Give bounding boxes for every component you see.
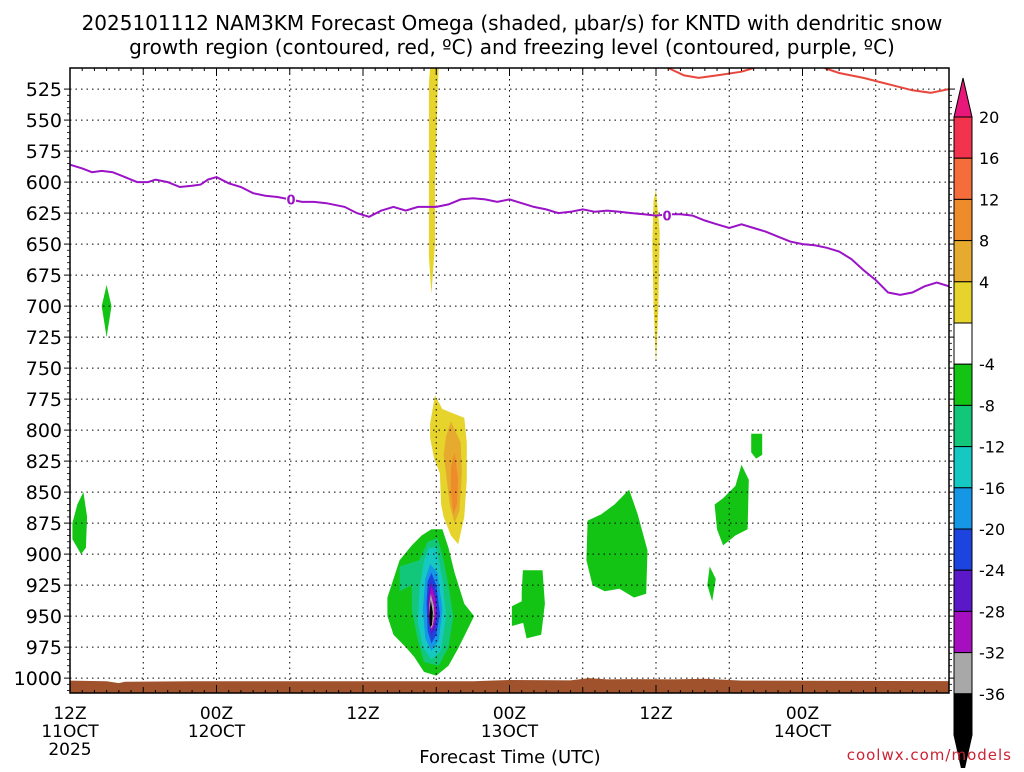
- colorbar-swatch-3: [953, 240, 973, 283]
- colorbar: 20 16 12 8 4 -4 -8 -12 -16 -20 -24 -28 -32 -36: [953, 77, 1005, 772]
- colorbar-swatch-5: [953, 322, 973, 365]
- x-tick-label-60-1: 00Z: [786, 704, 819, 724]
- colorbar-label-7: -12: [979, 438, 1005, 457]
- colorbar-label-9: -20: [979, 520, 1005, 539]
- freezing-label-bg-0: [285, 191, 296, 207]
- x-tick-label-12-1: 00Z: [200, 704, 233, 724]
- credit-text: coolwx.com/models: [847, 746, 1012, 764]
- y-tick-label-900: 900: [26, 544, 62, 566]
- colorbar-top-arrow: [953, 77, 973, 118]
- colorbar-bottom-arrow: [953, 734, 973, 772]
- omega-region-0: [428, 68, 439, 294]
- colorbar-swatch-4: [953, 281, 973, 324]
- omega-region-8: [521, 570, 545, 639]
- colorbar-swatch-2: [953, 198, 973, 242]
- y-tick-label-925: 925: [26, 575, 62, 597]
- y-tick-label-975: 975: [26, 637, 62, 659]
- colorbar-label-11: -28: [979, 602, 1005, 621]
- y-tick-label-825: 825: [26, 451, 62, 473]
- freezing-label-bg-1: [661, 207, 672, 223]
- y-tick-label-800: 800: [26, 420, 62, 442]
- colorbar-label-4: 4: [979, 273, 989, 292]
- colorbar-swatch-0: [953, 116, 973, 159]
- colorbar-label-2: 12: [979, 190, 999, 209]
- y-tick-label-575: 575: [26, 141, 62, 163]
- x-tick-label-36-1: 00Z: [493, 704, 526, 724]
- x-tick-label-0-2: 11OCT: [41, 722, 99, 742]
- y-tick-label-725: 725: [26, 327, 62, 349]
- colorbar-swatch-9: [953, 487, 973, 530]
- y-tick-label-625: 625: [26, 203, 62, 225]
- y-tick-label-775: 775: [26, 389, 62, 411]
- omega-region-4: [450, 452, 459, 515]
- colorbar-swatch-12: [953, 610, 973, 654]
- colorbar-swatch-8: [953, 446, 973, 489]
- omega-region-21: [429, 600, 433, 628]
- omega-region-1: [652, 189, 660, 365]
- freezing-level-line: [70, 163, 949, 296]
- colorbar-label-13: -36: [979, 685, 1005, 704]
- chart-title-line1: 2025101112 NAM3KM Forecast Omega (shaded…: [82, 11, 943, 35]
- colorbar-swatch-1: [953, 157, 973, 200]
- x-tick-label-0-3: 2025: [48, 740, 91, 760]
- colorbar-swatch-10: [953, 528, 973, 571]
- x-tick-label-48-1: 12Z: [639, 704, 672, 724]
- x-tick-label-0-1: 12Z: [53, 704, 86, 724]
- omega-region-12: [714, 464, 749, 546]
- y-tick-label-950: 950: [26, 606, 62, 628]
- colorbar-label-0: 20: [979, 108, 999, 127]
- colorbar-swatch-11: [953, 569, 973, 612]
- y-tick-label-600: 600: [26, 172, 62, 194]
- y-tick-label-650: 650: [26, 234, 62, 256]
- colorbar-label-3: 8: [979, 232, 989, 251]
- y-tick-label-850: 850: [26, 482, 62, 504]
- plot-content: 00: [70, 68, 949, 693]
- colorbar-label-1: 16: [979, 149, 999, 168]
- y-tick-label-675: 675: [26, 265, 62, 287]
- x-tick-label-12-2: 12OCT: [188, 722, 246, 742]
- y-tick-label-750: 750: [26, 358, 62, 380]
- x-tick-label-60-2: 14OCT: [774, 722, 832, 742]
- colorbar-swatch-6: [953, 363, 973, 406]
- omega-region-6: [72, 492, 88, 555]
- freezing-level-label-0: 0: [286, 193, 295, 208]
- dgz-contour-0: [667, 68, 754, 79]
- x-tick-label-24-1: 12Z: [346, 704, 379, 724]
- omega-region-5: [101, 285, 112, 338]
- colorbar-label-8: -16: [979, 479, 1005, 498]
- dgz-contour-1: [824, 68, 949, 94]
- y-tick-label-525: 525: [26, 79, 62, 101]
- omega-region-11: [751, 433, 763, 459]
- omega-region-10: [586, 489, 648, 598]
- colorbar-swatch-13: [953, 652, 973, 695]
- freezing-level-label-1: 0: [662, 210, 671, 225]
- colorbar-swatch-7: [953, 404, 973, 448]
- y-tick-label-550: 550: [26, 110, 62, 132]
- y-tick-label-875: 875: [26, 513, 62, 535]
- y-tick-label-1000: 1000: [14, 668, 62, 690]
- omega-region-9: [511, 600, 526, 626]
- omega-region-13: [707, 566, 716, 602]
- colorbar-label-5: -4: [979, 355, 995, 374]
- colorbar-label-12: -32: [979, 644, 1005, 663]
- chart-title-line2: growth region (contoured, red, ºC) and f…: [129, 35, 895, 59]
- x-tick-label-36-2: 13OCT: [481, 722, 539, 742]
- y-tick-label-700: 700: [26, 296, 62, 318]
- colorbar-swatch-14: [953, 693, 973, 736]
- x-axis-label: Forecast Time (UTC): [419, 747, 600, 768]
- plot-area: 0052555057560062565067570072575077580082…: [14, 67, 955, 760]
- colorbar-label-6: -8: [979, 396, 995, 415]
- colorbar-label-10: -24: [979, 561, 1005, 580]
